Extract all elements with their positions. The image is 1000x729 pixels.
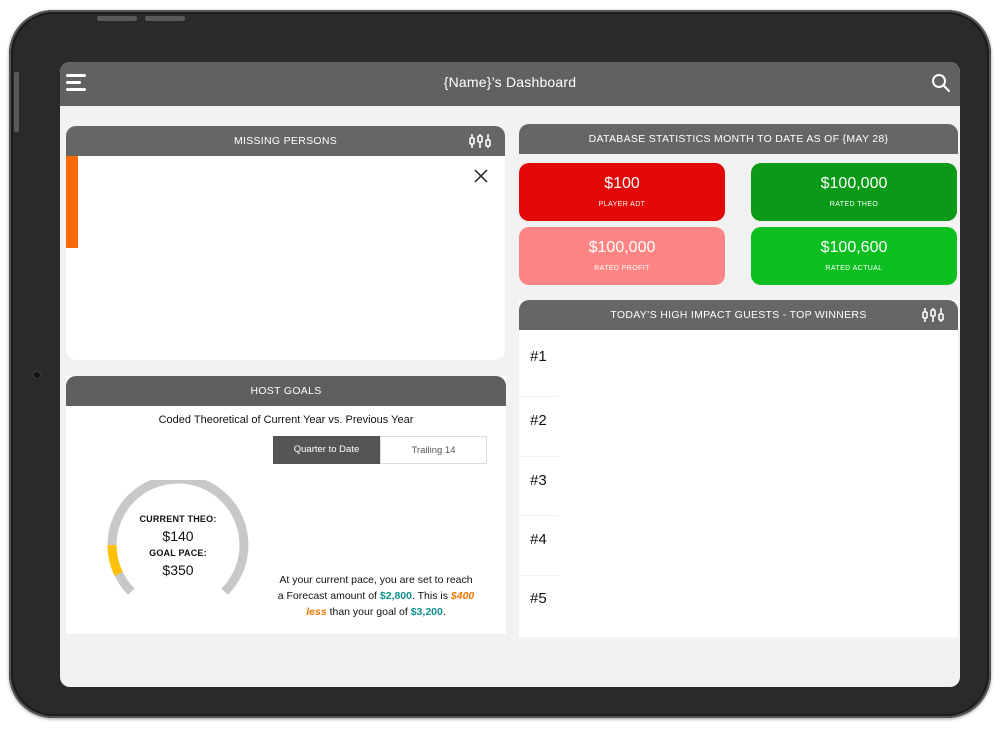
- search-icon[interactable]: [930, 72, 952, 94]
- tab-trailing-14[interactable]: Trailing 14: [380, 436, 487, 464]
- stat-card-rated-actual[interactable]: $100,600 RATED ACTUAL: [751, 227, 957, 285]
- top-winners-header: TODAY’S HIGH IMPACT GUESTS - TOP WINNERS: [519, 300, 958, 330]
- stat-value: $100,000: [588, 239, 656, 256]
- goal-pace-label: GOAL PACE:: [149, 548, 207, 558]
- stat-card-rated-theo[interactable]: $100,000 RATED THEO: [751, 163, 957, 221]
- goal-amount: $3,200: [410, 606, 443, 618]
- stat-card-player-adt[interactable]: $100 PLAYER ADT: [519, 163, 725, 221]
- divider: [519, 575, 559, 576]
- divider: [519, 396, 559, 397]
- missing-persons-header: MISSING PERSONS: [66, 126, 505, 156]
- host-goals-header: HOST GOALS: [66, 376, 506, 406]
- chart-title: Coded Theoretical of Current Year vs. Pr…: [158, 414, 414, 426]
- stat-value: $100,000: [820, 175, 888, 192]
- tab-quarter-to-date[interactable]: Quarter to Date: [273, 436, 380, 464]
- forecast-amount: $2,800: [379, 590, 412, 602]
- stat-value: $100: [604, 175, 640, 192]
- missing-persons-card: MISSING PERSONS: [66, 126, 505, 360]
- top-winners-card: TODAY’S HIGH IMPACT GUESTS - TOP WINNERS…: [519, 300, 958, 637]
- stat-card-rated-profit[interactable]: $100,000 RATED PROFIT: [519, 227, 725, 285]
- host-goals-card: HOST GOALS Coded Theoretical of Current …: [66, 376, 506, 634]
- database-stats-header: DATABASE STATISTICS MONTH TO DATE AS OF …: [519, 124, 958, 154]
- close-icon[interactable]: [473, 168, 489, 184]
- missing-persons-title: MISSING PERSONS: [233, 135, 338, 147]
- top-winners-title: TODAY’S HIGH IMPACT GUESTS - TOP WINNERS: [610, 309, 867, 321]
- list-item[interactable]: #5: [530, 590, 547, 607]
- goal-pace-value: $350: [162, 562, 194, 578]
- divider: [519, 456, 559, 457]
- current-theo-value: $140: [162, 528, 194, 544]
- list-item[interactable]: #2: [530, 412, 547, 429]
- list-item[interactable]: #3: [530, 472, 547, 489]
- volume-button: [145, 16, 185, 21]
- stat-label: RATED ACTUAL: [825, 265, 883, 272]
- filter-icon[interactable]: [469, 133, 491, 149]
- difference-amount: $400 less: [306, 590, 475, 618]
- stat-label: PLAYER ADT: [598, 201, 646, 208]
- theo-gauge: CURRENT THEO: $140 GOAL PACE: $350: [100, 474, 256, 610]
- alert-indicator: [66, 156, 78, 248]
- pace-message: At your current pace, you are set to rea…: [277, 574, 475, 618]
- list-item[interactable]: #4: [530, 531, 547, 548]
- stat-label: RATED PROFIT: [594, 265, 650, 272]
- stat-label: RATED THEO: [829, 201, 879, 208]
- screen: {Name}’s Dashboard MISSING PERSONS: [60, 62, 960, 687]
- gauge-fill: [107, 544, 123, 576]
- gauge-ring: [107, 474, 249, 595]
- volume-button: [97, 16, 137, 21]
- tablet-frame: {Name}’s Dashboard MISSING PERSONS: [9, 10, 991, 718]
- page-title: {Name}’s Dashboard: [443, 74, 577, 90]
- power-button: [14, 72, 19, 132]
- filter-icon[interactable]: [922, 307, 944, 323]
- stat-value: $100,600: [820, 239, 888, 256]
- menu-icon[interactable]: [66, 74, 86, 91]
- current-theo-label: CURRENT THEO:: [139, 514, 217, 524]
- app-header: {Name}’s Dashboard: [60, 62, 960, 106]
- camera: [34, 372, 40, 378]
- list-item[interactable]: #1: [530, 348, 547, 365]
- divider: [519, 515, 559, 516]
